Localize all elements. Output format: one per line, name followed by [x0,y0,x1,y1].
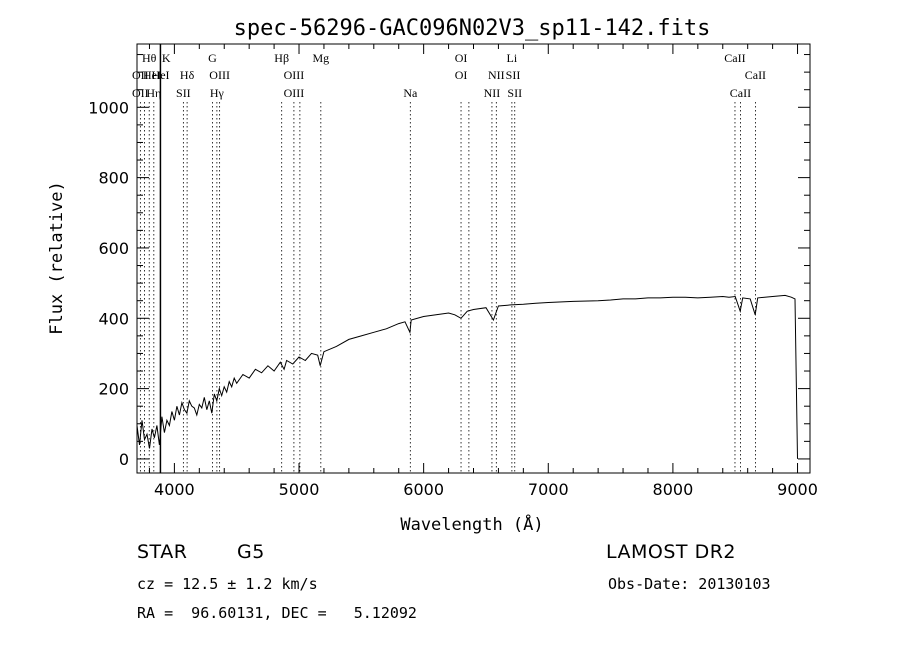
x-tick-label: 5000 [279,480,320,499]
spectral-line-label: CaII [745,68,766,82]
x-tick-label: 4000 [154,480,195,499]
chart-title: spec-56296-GAC096N02V3_sp11-142.fits [234,16,711,41]
spectral-line-label: NII [484,86,501,100]
y-tick-label: 200 [98,380,129,399]
x-axis-label: Wavelength (Å) [400,513,543,535]
spectral-line-label: G [208,51,217,65]
spectral-line-label: Hθ [142,51,157,65]
x-tick-label: 7000 [528,480,569,499]
spectral-line-label: SII [507,86,522,100]
y-axis-label: Flux (relative) [47,181,67,335]
object-class: STAR [137,541,188,563]
spectral-line-label: HeI [143,68,161,82]
spectral-line-label: Li [507,51,518,65]
y-tick-label: 800 [98,169,129,188]
object-subclass: G5 [237,541,265,563]
spectral-line-label: NII [488,68,505,82]
spectral-line-label: Mg [312,51,329,65]
spectral-line-label: Hδ [180,68,195,82]
y-tick-label: 1000 [88,98,129,117]
spectral-line-label: OII [132,86,149,100]
ra-dec-coordinates: RA = 96.60131, DEC = 5.12092 [137,604,417,622]
spectral-line-label: CaII [724,51,745,65]
observation-date: Obs-Date: 20130103 [608,575,771,593]
spectral-line-label: OI [455,68,468,82]
spectral-line-label: K [162,51,171,65]
spectral-line-label: Na [403,86,418,100]
spectral-line-label: OI [455,51,468,65]
y-tick-label: 400 [98,309,129,328]
plot-frame [136,43,811,474]
spectral-line-label: Hβ [274,51,289,65]
spectral-line-label: SII [176,86,191,100]
spectral-line-label: OIII [284,68,305,82]
spectral-line-label: OII [132,68,149,82]
x-tick-label: 9000 [777,480,818,499]
survey-name: LAMOST DR2 [606,541,736,563]
y-tick-label: 0 [119,450,129,469]
x-tick-label: 6000 [403,480,444,499]
x-tick-label: 8000 [653,480,694,499]
spectrum-line [136,294,798,459]
redshift-value: cz = 12.5 ± 1.2 km/s [137,575,318,593]
spectral-line-label: SII [506,68,521,82]
y-tick-label: 600 [98,239,129,258]
spectral-line-label: Hγ [210,86,225,100]
spectral-line-label: OIII [284,86,305,100]
spectral-line-label: OIII [209,68,230,82]
spectral-line-label: Hη [146,86,161,100]
spectral-line-label: CaII [730,86,751,100]
